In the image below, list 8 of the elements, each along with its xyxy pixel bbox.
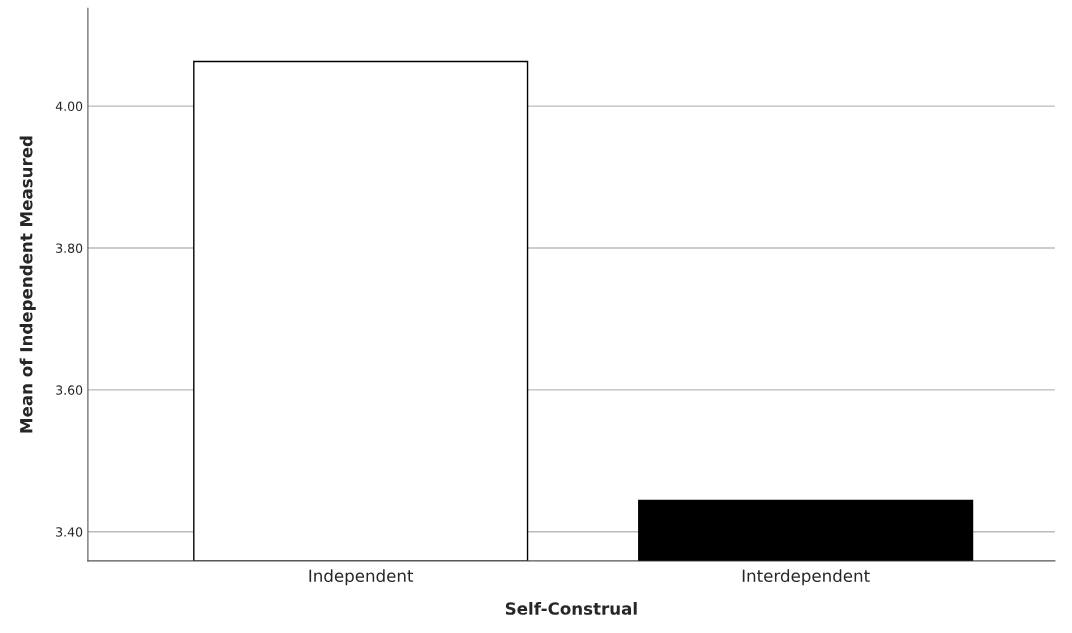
- y-axis-title: Mean of Independent Measured: [19, 136, 36, 433]
- y-tick-label: 3.60: [56, 385, 83, 395]
- x-axis-title: Self-Construal: [505, 601, 637, 615]
- x-tick-label: Interdependent: [742, 569, 870, 586]
- x-tick-label: Independent: [309, 569, 414, 586]
- y-tick-label: 3.40: [56, 527, 83, 537]
- y-tick-label: 3.80: [56, 243, 83, 253]
- y-tick-label: 4.00: [55, 101, 83, 112]
